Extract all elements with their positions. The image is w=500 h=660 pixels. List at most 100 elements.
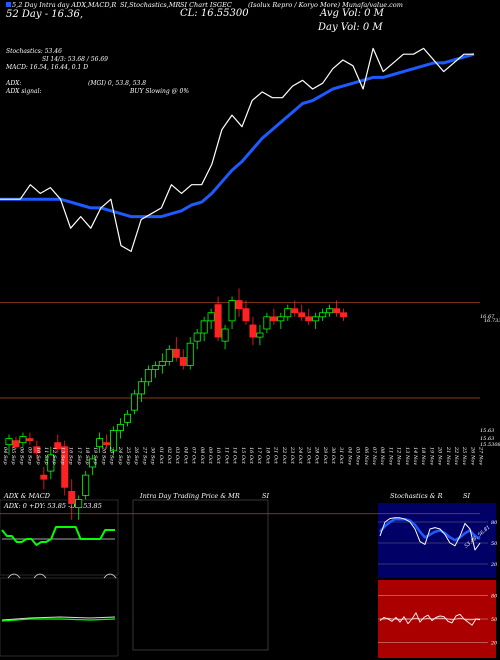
candle-body — [137, 381, 145, 395]
adx-panel-frame — [0, 499, 119, 576]
macd-arc-mark — [103, 573, 117, 579]
candle-body — [242, 308, 250, 322]
date-tick-label: 06 Sep — [18, 447, 24, 465]
date-tick-label: 12 Sep — [51, 447, 57, 465]
adx-signal: BUY Slowing @ 0% — [130, 88, 190, 95]
adx-panel: ADX & MACD ADX: 0 +DY: 53.85 -DY: 53.85 — [0, 492, 119, 576]
stoch-panel-title: Stochastics & R — [390, 492, 443, 500]
ma-series-line — [0, 52, 475, 219]
date-tick-label: 29 Oct — [322, 446, 328, 465]
adx-values: (MGI) 0, 53.8, 53.8 — [88, 80, 147, 87]
date-tick-label: 30 Sep — [150, 447, 156, 465]
candle-body — [221, 328, 229, 342]
date-tick-label: 25 Sep — [125, 446, 131, 465]
candle-body — [319, 312, 327, 318]
date-tick-label: 09 Sep — [27, 447, 33, 465]
date-tick-label: 14 Oct — [232, 447, 238, 465]
date-tick-label: 01 Oct — [158, 447, 164, 465]
header-title-1: 5,2 Day Intra day ADX,MACD,R — [6, 2, 116, 9]
date-tick-label: 22 Oct — [281, 446, 287, 465]
date-tick-label: 26 Nov — [469, 446, 475, 465]
date-tick-label: 09 Oct — [207, 447, 213, 465]
date-tick-label: 23 Sep — [109, 446, 115, 465]
date-tick-label: 21 Oct — [273, 446, 279, 465]
date-tick-label: 19 Nov — [428, 447, 434, 465]
date-tick-label: 08 Nov — [379, 447, 385, 465]
date-tick-label: 15 Oct — [240, 447, 246, 465]
date-tick-label: 13 Sep — [59, 447, 65, 465]
right-axis-label: 16.7330 — [484, 318, 500, 324]
rsi-tick-label: 50 — [491, 617, 498, 623]
date-tick-label: 21 Nov — [445, 446, 451, 465]
right-axis-label: 15.63 — [480, 436, 494, 442]
date-tick-label: 27 Nov — [478, 446, 484, 465]
candle-body — [158, 361, 166, 366]
candle-body — [54, 442, 62, 450]
candle-body — [186, 342, 194, 366]
date-tick-label: 24 Oct — [297, 446, 303, 465]
date-tick-label: 04 Oct — [182, 447, 188, 465]
intraday-panel-title: Intra Day Trading Price & MR — [139, 492, 240, 500]
candle-body — [193, 332, 201, 342]
date-tick-label: 31 Oct — [338, 447, 344, 465]
candle-body — [256, 332, 264, 338]
stoch-tick-label: 50 — [491, 541, 498, 547]
header-title-4: (Isolux Repro / Koryo More) Munafa/value… — [248, 1, 403, 9]
date-tick-label: 25 Oct — [305, 446, 311, 465]
date-tick-label: 26 Sep — [133, 446, 139, 465]
candle-body — [117, 423, 125, 431]
candle-body — [200, 320, 208, 334]
date-tick-label: 20 Nov — [437, 446, 443, 465]
adx-plus-series-line — [1, 526, 115, 546]
candle-body — [298, 312, 306, 318]
candle-body — [103, 442, 111, 446]
candle-body — [340, 312, 348, 318]
date-tick-label: 03 Oct — [174, 447, 180, 465]
candle-body — [277, 316, 285, 322]
candle-body — [151, 365, 159, 370]
macd-arc-mark — [33, 573, 47, 579]
candle-body — [19, 436, 27, 444]
macd-line: MACD: 16.54, 16.44, 0.1 D — [6, 64, 89, 71]
macd-panel — [0, 577, 119, 657]
date-tick-label: 16 Sep — [68, 447, 74, 465]
date-tick-label: 07 Oct — [191, 447, 197, 465]
candle-body — [75, 499, 83, 509]
adx-panel-label: ADX: 0 +DY: 53.85 -DY: 53.85 — [3, 502, 102, 510]
right-axis-label: 16.67 — [480, 314, 495, 320]
macd-signal-line — [1, 616, 116, 621]
candle-body — [326, 308, 334, 314]
candle-body — [12, 440, 20, 448]
date-tick-label: 10 Oct — [215, 447, 221, 465]
candle-body — [96, 438, 104, 448]
rsi-tick-label: 80 — [491, 594, 498, 600]
candle-body — [312, 316, 320, 322]
candle-body — [82, 474, 90, 496]
candle-body — [263, 316, 271, 330]
candle-body — [249, 324, 257, 338]
si-line: SI 14/3: 53.68 / 56.69 — [42, 56, 108, 63]
stochastics-line: Stochastics: 53.46 — [6, 48, 62, 55]
candle-body — [5, 438, 13, 446]
candle-body — [40, 474, 48, 480]
rsi-series-line — [379, 612, 481, 626]
candle-body — [130, 393, 138, 411]
candle-body — [144, 369, 152, 383]
stoch-tick-label: 20 — [490, 562, 498, 568]
adx-signal-label: ADX signal: — [6, 88, 42, 95]
date-tick-label: 10 Sep — [35, 447, 41, 465]
date-tick-label: 27 Sep — [141, 446, 147, 465]
candle-body — [207, 312, 215, 322]
date-tick-label: 04 Sep — [2, 447, 8, 465]
date-tick-label: 11 Sep — [43, 447, 49, 465]
candle-body — [235, 300, 243, 310]
legend-square-icon — [6, 2, 11, 7]
right-axis-label: 15.5308 — [480, 442, 500, 448]
candle-body — [123, 413, 131, 423]
date-tick-label: 11 Nov — [387, 447, 393, 465]
date-tick-label: 02 Oct — [166, 447, 172, 465]
date-tick-label: 30 Oct — [330, 447, 336, 465]
stoch-panel-bg — [378, 503, 496, 578]
date-tick-label: 08 Oct — [199, 447, 205, 465]
